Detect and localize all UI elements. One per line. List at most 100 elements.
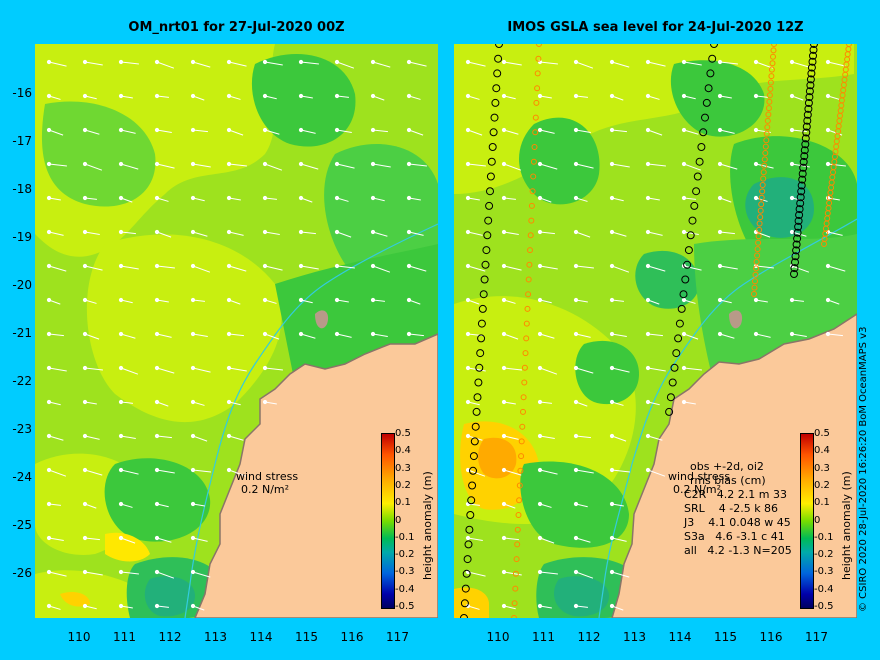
colorbar-tick: 0.4 — [395, 445, 411, 457]
wind-arrow — [192, 333, 208, 338]
wind-arrow-tail — [190, 399, 196, 405]
wind-arrow-tail — [46, 501, 52, 507]
wind-arrow-tail — [681, 297, 687, 303]
wind-arrow — [575, 571, 594, 579]
observation-marker — [460, 614, 468, 618]
wind-arrow-tail — [573, 229, 579, 235]
wind-arrow-tail — [118, 263, 124, 269]
observation-marker — [704, 84, 713, 93]
observation-marker — [753, 265, 760, 272]
wind-arrow-tail — [82, 263, 88, 269]
wind-arrow-tail — [154, 127, 160, 133]
wind-arrow — [192, 265, 211, 273]
wind-arrow — [539, 571, 558, 575]
wind-arrow-tail — [334, 229, 340, 235]
observation-marker — [756, 220, 763, 227]
wind-arrow-tail — [190, 195, 196, 201]
wind-arrow-tail — [334, 331, 340, 337]
observation-marker — [485, 201, 494, 210]
wind-arrow — [120, 163, 139, 170]
observation-marker — [760, 169, 767, 176]
wind-arrow-tail — [298, 59, 304, 65]
wind-arrow — [192, 469, 211, 473]
observation-marker — [766, 92, 773, 99]
colorbar-tick: 0.3 — [814, 462, 830, 474]
colorbar-tick: 0 — [395, 514, 402, 526]
observation-marker — [528, 202, 535, 209]
observation-marker — [519, 423, 526, 430]
wind-arrow-tail — [537, 467, 543, 473]
observation-marker — [677, 304, 686, 313]
wind-arrow-tail — [789, 297, 795, 303]
observation-marker — [762, 150, 769, 156]
wind-arrow-tail — [118, 127, 124, 133]
observation-marker — [516, 482, 523, 489]
wind-arrow — [575, 231, 591, 238]
wind-arrow — [48, 333, 64, 337]
colorbar-tick: 0 — [814, 514, 821, 526]
wind-arrow — [228, 265, 247, 272]
wind-arrow — [156, 129, 172, 134]
wind-arrow-tail — [118, 195, 124, 201]
observation-marker — [799, 163, 808, 172]
wind-arrow — [48, 61, 67, 67]
observation-marker — [803, 110, 812, 119]
wind-arrow-tail — [82, 535, 88, 541]
wind-arrow-tail — [825, 263, 831, 269]
wind-arrow — [264, 367, 283, 371]
wind-arrow — [408, 61, 427, 67]
wind-arrow — [647, 163, 666, 167]
observation-marker — [526, 261, 533, 268]
wind-arrow-tail — [82, 365, 88, 371]
wind-arrow — [647, 129, 663, 136]
observation-marker — [755, 239, 762, 246]
wind-arrow — [575, 367, 594, 374]
wind-arrow-tail — [190, 93, 196, 99]
left-colorbar — [381, 433, 395, 609]
x-axis-label: 117 — [386, 630, 409, 644]
wind-arrow-tail — [537, 501, 543, 507]
wind-arrow-tail — [82, 297, 88, 303]
observation-marker — [821, 241, 827, 247]
observation-marker — [493, 69, 502, 78]
wind-arrow-tail — [46, 603, 52, 609]
wind-arrow-tail — [789, 161, 795, 167]
wind-arrow-tail — [465, 331, 471, 337]
wind-arrow-tail — [334, 59, 340, 65]
wind-arrow — [192, 129, 208, 133]
wind-arrow — [120, 231, 136, 235]
observation-marker — [535, 55, 542, 62]
wind-arrow-tail — [789, 195, 795, 201]
wind-arrow — [228, 469, 247, 477]
observation-marker — [491, 98, 500, 107]
wind-arrow-tail — [406, 331, 412, 337]
wind-arrow-tail — [406, 195, 412, 201]
observation-marker — [762, 143, 769, 150]
observation-marker — [799, 157, 808, 166]
observation-marker — [487, 157, 496, 166]
observation-marker — [759, 188, 766, 195]
wind-arrow — [503, 163, 522, 171]
wind-arrow-tail — [573, 399, 579, 405]
observation-marker — [806, 81, 815, 90]
wind-arrow — [647, 333, 663, 337]
wind-arrow-tail — [573, 535, 579, 541]
wind-arrow-tail — [370, 161, 376, 167]
observation-marker — [767, 79, 774, 86]
wind-arrow — [336, 333, 352, 338]
wind-arrow — [611, 537, 627, 542]
colorbar-tick: 0.2 — [395, 479, 411, 491]
wind-arrow-tail — [298, 297, 304, 303]
right-map-field — [454, 44, 857, 618]
wind-arrow — [503, 537, 519, 541]
observation-marker — [523, 320, 530, 327]
wind-arrow-tail — [609, 467, 615, 473]
observation-marker — [766, 98, 773, 105]
observation-marker — [516, 497, 523, 504]
y-axis-label: -19 — [12, 230, 32, 244]
wind-arrow-tail — [717, 161, 723, 167]
wind-arrow-tail — [717, 59, 723, 65]
wind-arrow-tail — [46, 229, 52, 235]
wind-arrow — [539, 231, 555, 235]
colorbar-tick: -0.2 — [395, 549, 415, 561]
